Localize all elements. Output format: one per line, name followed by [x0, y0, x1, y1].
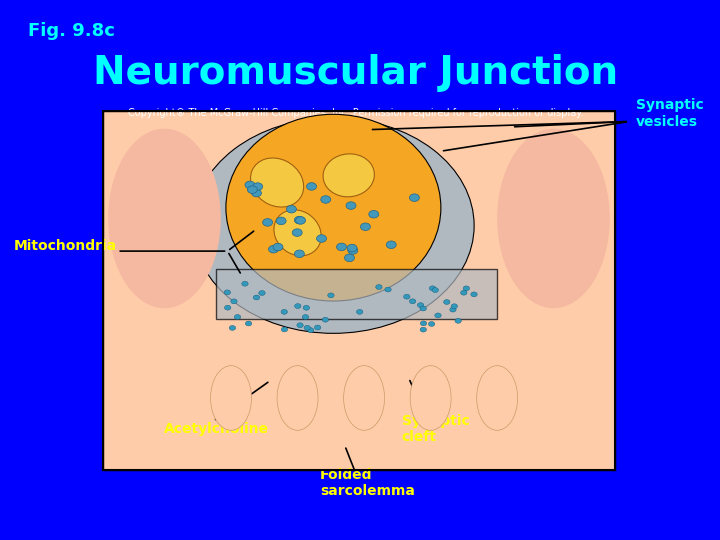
- Text: Fig. 9.8c: Fig. 9.8c: [28, 22, 115, 39]
- Circle shape: [404, 294, 410, 299]
- Circle shape: [356, 309, 363, 314]
- Circle shape: [346, 202, 356, 210]
- Circle shape: [347, 244, 357, 252]
- Ellipse shape: [210, 366, 251, 430]
- Circle shape: [384, 287, 391, 292]
- Circle shape: [418, 303, 424, 308]
- Ellipse shape: [226, 114, 441, 301]
- Circle shape: [376, 285, 382, 289]
- Circle shape: [246, 321, 252, 326]
- Circle shape: [276, 217, 286, 225]
- Circle shape: [304, 326, 310, 330]
- Circle shape: [263, 219, 273, 226]
- Text: Copyright® The McGraw-Hill Companies, Inc. Permission required for reproduction : Copyright® The McGraw-Hill Companies, In…: [127, 108, 583, 118]
- Circle shape: [307, 328, 314, 333]
- Circle shape: [292, 229, 302, 237]
- Circle shape: [224, 290, 230, 295]
- Circle shape: [386, 241, 396, 248]
- Circle shape: [321, 195, 330, 203]
- Circle shape: [429, 286, 436, 291]
- Circle shape: [242, 281, 248, 286]
- Circle shape: [463, 286, 469, 291]
- Circle shape: [253, 295, 260, 300]
- Circle shape: [303, 305, 310, 310]
- Ellipse shape: [274, 210, 321, 256]
- Circle shape: [435, 313, 441, 318]
- Text: Synaptic
cleft: Synaptic cleft: [402, 414, 469, 444]
- Ellipse shape: [477, 366, 518, 430]
- Circle shape: [287, 205, 297, 213]
- FancyBboxPatch shape: [216, 269, 498, 319]
- Circle shape: [294, 250, 305, 258]
- Ellipse shape: [251, 158, 304, 207]
- Circle shape: [336, 243, 346, 251]
- Circle shape: [369, 211, 379, 218]
- Circle shape: [225, 305, 231, 310]
- Circle shape: [307, 183, 317, 190]
- Circle shape: [245, 181, 255, 188]
- Ellipse shape: [193, 118, 474, 333]
- Circle shape: [344, 254, 354, 262]
- Ellipse shape: [410, 366, 451, 430]
- Circle shape: [428, 321, 435, 326]
- Circle shape: [461, 291, 467, 295]
- Circle shape: [282, 327, 288, 332]
- Circle shape: [444, 300, 450, 305]
- Text: Mitochondria: Mitochondria: [14, 239, 117, 253]
- Circle shape: [230, 299, 237, 304]
- Circle shape: [258, 291, 265, 295]
- Circle shape: [297, 323, 303, 328]
- FancyBboxPatch shape: [103, 111, 615, 470]
- Circle shape: [253, 183, 263, 190]
- Circle shape: [410, 299, 416, 303]
- Circle shape: [420, 321, 427, 326]
- Circle shape: [234, 315, 240, 320]
- Text: Folded
sarcolemma: Folded sarcolemma: [320, 468, 415, 498]
- Circle shape: [328, 293, 334, 298]
- Circle shape: [420, 306, 426, 311]
- Ellipse shape: [323, 154, 374, 197]
- Circle shape: [455, 319, 462, 323]
- Ellipse shape: [498, 129, 610, 308]
- Circle shape: [248, 186, 257, 193]
- Circle shape: [410, 194, 419, 201]
- Ellipse shape: [108, 129, 221, 308]
- Circle shape: [281, 309, 287, 314]
- Circle shape: [229, 326, 235, 330]
- Circle shape: [450, 307, 456, 312]
- Circle shape: [251, 190, 261, 197]
- Circle shape: [471, 292, 477, 297]
- Circle shape: [420, 327, 426, 332]
- Circle shape: [315, 325, 321, 330]
- Circle shape: [273, 243, 283, 251]
- Circle shape: [296, 217, 305, 224]
- Text: Synaptic
vesicles: Synaptic vesicles: [636, 98, 704, 129]
- Circle shape: [269, 245, 279, 253]
- Ellipse shape: [277, 366, 318, 430]
- Text: Neuromuscular Junction: Neuromuscular Junction: [93, 54, 618, 92]
- Ellipse shape: [343, 366, 384, 430]
- Circle shape: [302, 315, 309, 320]
- Circle shape: [322, 318, 328, 322]
- Circle shape: [451, 304, 457, 309]
- Circle shape: [294, 303, 301, 308]
- Text: Acetylcholine: Acetylcholine: [163, 422, 269, 436]
- Circle shape: [361, 223, 370, 231]
- Circle shape: [317, 235, 326, 242]
- Circle shape: [348, 247, 358, 254]
- Circle shape: [294, 217, 305, 224]
- Circle shape: [432, 288, 438, 293]
